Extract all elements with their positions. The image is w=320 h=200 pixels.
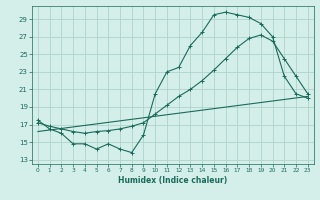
X-axis label: Humidex (Indice chaleur): Humidex (Indice chaleur)	[118, 176, 228, 185]
